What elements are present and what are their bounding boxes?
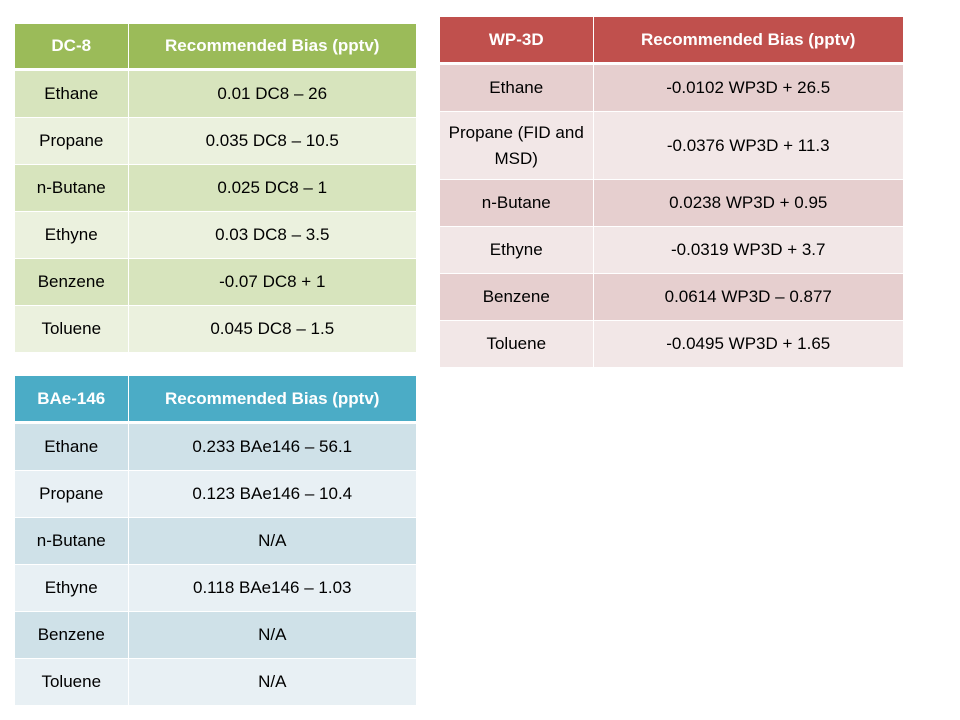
- compound-cell: Toluene: [15, 658, 129, 706]
- table-row: Toluene N/A: [15, 658, 416, 706]
- table-row: Benzene 0.0614 WP3D – 0.877: [440, 273, 903, 321]
- table-row: Benzene -0.07 DC8 + 1: [15, 258, 416, 306]
- table-row: Ethyne 0.03 DC8 – 3.5: [15, 211, 416, 259]
- table-header-aircraft: WP-3D: [440, 17, 594, 65]
- wp3d-bias-table: WP-3D Recommended Bias (pptv) Ethane -0.…: [440, 17, 903, 368]
- compound-cell: Ethane: [15, 422, 129, 471]
- bias-cell: 0.035 DC8 – 10.5: [128, 117, 416, 165]
- table-row: Ethyne 0.118 BAe146 – 1.03: [15, 564, 416, 612]
- dc8-bias-table: DC-8 Recommended Bias (pptv) Ethane 0.01…: [15, 24, 416, 353]
- bias-cell: 0.01 DC8 – 26: [128, 69, 416, 118]
- bias-cell: 0.0614 WP3D – 0.877: [593, 273, 903, 321]
- compound-cell: n-Butane: [440, 179, 594, 227]
- table-header-row: BAe-146 Recommended Bias (pptv): [15, 376, 416, 424]
- compound-cell: Propane (FID and MSD): [440, 111, 594, 180]
- bias-cell: 0.0238 WP3D + 0.95: [593, 179, 903, 227]
- bias-cell: 0.233 BAe146 – 56.1: [128, 422, 416, 471]
- bias-cell: 0.03 DC8 – 3.5: [128, 211, 416, 259]
- table-row: Toluene -0.0495 WP3D + 1.65: [440, 320, 903, 368]
- table-row: n-Butane 0.0238 WP3D + 0.95: [440, 179, 903, 227]
- compound-cell: Toluene: [15, 305, 129, 353]
- bias-cell: N/A: [128, 517, 416, 565]
- bias-cell: -0.0495 WP3D + 1.65: [593, 320, 903, 368]
- compound-cell: Toluene: [440, 320, 594, 368]
- compound-cell: n-Butane: [15, 164, 129, 212]
- table-header-row: WP-3D Recommended Bias (pptv): [440, 17, 903, 65]
- bias-cell: 0.118 BAe146 – 1.03: [128, 564, 416, 612]
- table-row: Ethane 0.233 BAe146 – 56.1: [15, 422, 416, 471]
- table-header-aircraft: BAe-146: [15, 376, 129, 424]
- compound-cell: Propane: [15, 117, 129, 165]
- compound-cell: Propane: [15, 470, 129, 518]
- compound-cell: n-Butane: [15, 517, 129, 565]
- compound-cell: Ethyne: [15, 564, 129, 612]
- table-row: Ethane -0.0102 WP3D + 26.5: [440, 63, 903, 112]
- compound-cell: Benzene: [15, 258, 129, 306]
- table-row: Ethane 0.01 DC8 – 26: [15, 69, 416, 118]
- table-row: Propane 0.123 BAe146 – 10.4: [15, 470, 416, 518]
- bias-cell: 0.025 DC8 – 1: [128, 164, 416, 212]
- bias-cell: N/A: [128, 658, 416, 706]
- bias-cell: 0.045 DC8 – 1.5: [128, 305, 416, 353]
- compound-cell: Ethyne: [440, 226, 594, 274]
- table-row: Propane 0.035 DC8 – 10.5: [15, 117, 416, 165]
- compound-cell: Ethyne: [15, 211, 129, 259]
- table-row: n-Butane N/A: [15, 517, 416, 565]
- bias-cell: -0.07 DC8 + 1: [128, 258, 416, 306]
- compound-cell: Benzene: [440, 273, 594, 321]
- table-row: Ethyne -0.0319 WP3D + 3.7: [440, 226, 903, 274]
- bae146-bias-table: BAe-146 Recommended Bias (pptv) Ethane 0…: [15, 376, 416, 706]
- bias-cell: N/A: [128, 611, 416, 659]
- table-header-bias: Recommended Bias (pptv): [593, 17, 903, 65]
- compound-cell: Benzene: [15, 611, 129, 659]
- table-row: Toluene 0.045 DC8 – 1.5: [15, 305, 416, 353]
- bias-cell: -0.0102 WP3D + 26.5: [593, 63, 903, 112]
- table-row: Benzene N/A: [15, 611, 416, 659]
- table-header-bias: Recommended Bias (pptv): [128, 24, 416, 71]
- bias-cell: 0.123 BAe146 – 10.4: [128, 470, 416, 518]
- table-header-bias: Recommended Bias (pptv): [128, 376, 416, 424]
- table-header-row: DC-8 Recommended Bias (pptv): [15, 24, 416, 71]
- bias-cell: -0.0319 WP3D + 3.7: [593, 226, 903, 274]
- table-row: Propane (FID and MSD) -0.0376 WP3D + 11.…: [440, 111, 903, 180]
- table-row: n-Butane 0.025 DC8 – 1: [15, 164, 416, 212]
- compound-cell: Ethane: [440, 63, 594, 112]
- compound-cell: Ethane: [15, 69, 129, 118]
- table-header-aircraft: DC-8: [15, 24, 129, 71]
- bias-cell: -0.0376 WP3D + 11.3: [593, 111, 903, 180]
